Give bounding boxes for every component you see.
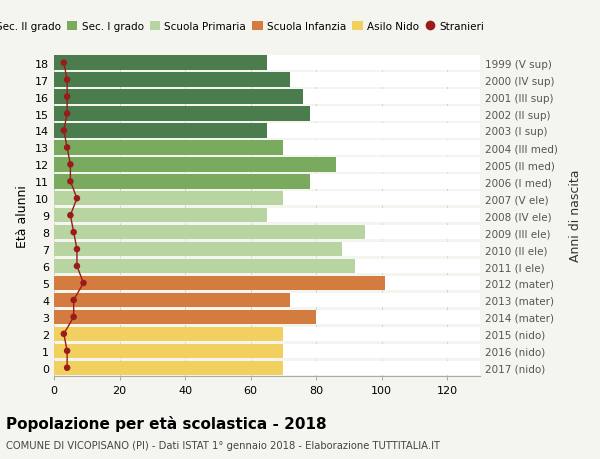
Bar xyxy=(54,259,480,274)
Bar xyxy=(54,107,310,122)
Bar xyxy=(54,310,480,325)
Legend: Sec. II grado, Sec. I grado, Scuola Primaria, Scuola Infanzia, Asilo Nido, Stran: Sec. II grado, Sec. I grado, Scuola Prim… xyxy=(0,22,485,32)
Bar xyxy=(54,175,480,189)
Point xyxy=(79,280,88,287)
Bar xyxy=(54,56,267,71)
Bar xyxy=(54,361,283,375)
Bar xyxy=(54,56,480,71)
Point xyxy=(62,347,72,355)
Bar xyxy=(54,361,480,375)
Bar xyxy=(54,225,480,240)
Bar xyxy=(54,191,283,206)
Bar xyxy=(54,141,283,155)
Point xyxy=(59,128,68,135)
Bar xyxy=(54,276,480,291)
Bar xyxy=(54,344,283,358)
Bar xyxy=(54,208,480,223)
Bar xyxy=(54,327,283,341)
Point xyxy=(59,330,68,338)
Point xyxy=(65,161,75,168)
Point xyxy=(69,229,79,236)
Bar xyxy=(54,73,480,88)
Y-axis label: Età alunni: Età alunni xyxy=(16,185,29,247)
Bar xyxy=(54,344,480,358)
Bar xyxy=(54,242,343,257)
Bar xyxy=(54,90,303,105)
Point xyxy=(62,364,72,372)
Point xyxy=(62,145,72,152)
Bar xyxy=(54,124,267,138)
Bar xyxy=(54,293,480,308)
Bar xyxy=(54,276,385,291)
Point xyxy=(69,313,79,321)
Bar xyxy=(54,141,480,155)
Point xyxy=(62,111,72,118)
Bar xyxy=(54,259,355,274)
Text: COMUNE DI VICOPISANO (PI) - Dati ISTAT 1° gennaio 2018 - Elaborazione TUTTITALIA: COMUNE DI VICOPISANO (PI) - Dati ISTAT 1… xyxy=(6,440,440,450)
Point xyxy=(59,60,68,67)
Bar xyxy=(54,73,290,88)
Bar xyxy=(54,327,480,341)
Point xyxy=(62,94,72,101)
Bar xyxy=(54,158,480,172)
Bar xyxy=(54,293,290,308)
Point xyxy=(72,246,82,253)
Bar xyxy=(54,175,310,189)
Bar xyxy=(54,242,480,257)
Bar xyxy=(54,158,336,172)
Bar xyxy=(54,191,480,206)
Point xyxy=(62,77,72,84)
Y-axis label: Anni di nascita: Anni di nascita xyxy=(569,169,582,262)
Bar xyxy=(54,225,365,240)
Bar xyxy=(54,107,480,122)
Point xyxy=(65,212,75,219)
Point xyxy=(65,178,75,185)
Point xyxy=(69,297,79,304)
Point xyxy=(72,263,82,270)
Text: Popolazione per età scolastica - 2018: Popolazione per età scolastica - 2018 xyxy=(6,415,326,431)
Bar xyxy=(54,310,316,325)
Bar xyxy=(54,124,480,138)
Bar xyxy=(54,208,267,223)
Point xyxy=(72,195,82,202)
Bar xyxy=(54,90,480,105)
